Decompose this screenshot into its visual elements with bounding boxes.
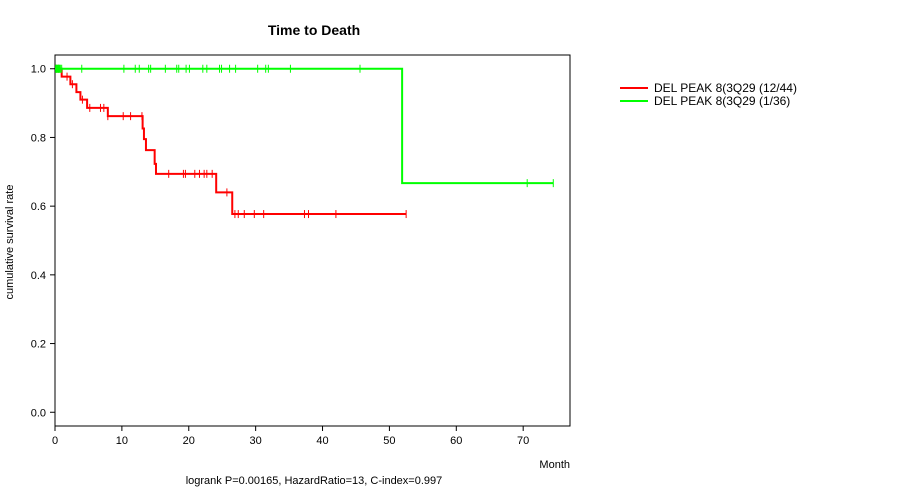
x-tick-label: 50 xyxy=(383,435,395,447)
plot-frame xyxy=(54,54,571,427)
x-tick-label: 20 xyxy=(183,435,195,447)
x-tick-label: 10 xyxy=(116,435,128,447)
x-tick-label: 0 xyxy=(52,435,58,447)
x-axis: 0 10 20 30 40 50 60 70 xyxy=(52,426,529,447)
x-tick-label: 30 xyxy=(250,435,262,447)
x-tick-label: 60 xyxy=(450,435,462,447)
legend-label-red: DEL PEAK 8(3Q29 (12/44) xyxy=(654,81,797,95)
legend-label-green: DEL PEAK 8(3Q29 (1/36) xyxy=(654,94,790,108)
x-tick-label: 40 xyxy=(316,435,328,447)
survival-curve xyxy=(55,67,407,216)
y-tick-label: 1.0 xyxy=(31,64,46,76)
y-axis-label: cumulative survival rate xyxy=(4,185,16,300)
y-axis: 0.0 0.2 0.4 0.6 0.8 1.0 xyxy=(31,64,55,419)
x-tick-label: 70 xyxy=(517,435,529,447)
series-layer xyxy=(55,64,554,219)
y-tick-label: 0.4 xyxy=(31,270,46,282)
legend: DEL PEAK 8(3Q29 (12/44) DEL PEAK 8(3Q29 … xyxy=(620,81,797,108)
y-tick-label: 0.2 xyxy=(31,339,46,351)
x-axis-label: Month xyxy=(539,459,570,471)
y-tick-label: 0.0 xyxy=(31,407,46,419)
stats-footnote: logrank P=0.00165, HazardRatio=13, C-ind… xyxy=(186,475,443,487)
y-tick-label: 0.6 xyxy=(31,201,46,213)
series-0 xyxy=(55,64,407,219)
survival-curve xyxy=(55,67,554,185)
series-1 xyxy=(55,64,554,188)
chart-title: Time to Death xyxy=(268,22,360,38)
y-tick-label: 0.8 xyxy=(31,132,46,144)
